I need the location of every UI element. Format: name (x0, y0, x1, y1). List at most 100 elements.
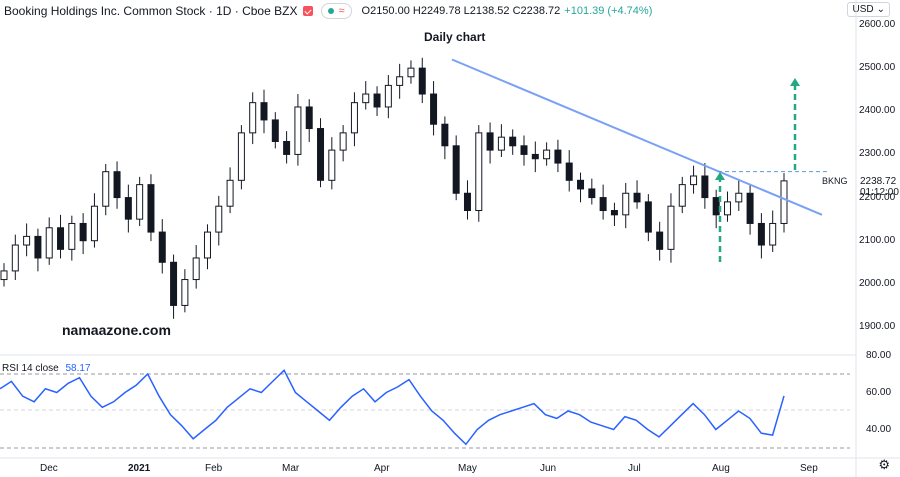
candle-body (34, 235, 42, 259)
gear-icon[interactable]: ⚙ (878, 457, 890, 472)
candle-body (531, 153, 539, 160)
candle-body (486, 132, 494, 151)
candle-body (79, 222, 87, 242)
price-tick: 2100.00 (859, 234, 896, 246)
candle-body (237, 132, 245, 181)
time-tick: Jul (628, 463, 641, 474)
last-price-label: 2238.72 01:12:00 (860, 176, 899, 198)
candle-body (622, 192, 630, 216)
data-delay-icon: ≈ (338, 5, 345, 17)
candle-body (113, 171, 121, 199)
candle-body (192, 257, 200, 281)
time-tick: Feb (205, 463, 223, 474)
price-tick: 1900.00 (859, 321, 896, 332)
arrow-head (790, 78, 800, 86)
rsi-title: RSI 14 close (2, 363, 59, 374)
candle-body (226, 179, 234, 207)
chart-annotation: Daily chart (424, 30, 486, 44)
candle-body (181, 279, 189, 306)
price-tick: 2300.00 (859, 148, 896, 160)
candle-body (543, 149, 551, 160)
candle-body (271, 119, 279, 142)
bar-countdown: 01:12:00 (860, 187, 899, 198)
currency-label: USD (852, 4, 874, 15)
candle-body (407, 67, 415, 78)
candle-body (102, 171, 110, 207)
arrow-head (715, 172, 725, 180)
candle-body (588, 188, 596, 199)
candle-body (509, 136, 517, 147)
candle-body (136, 184, 144, 220)
price-tick: 2400.00 (859, 105, 896, 117)
candle-body (339, 132, 347, 151)
candle-body (430, 93, 438, 125)
rsi-tick: 80.00 (866, 349, 892, 361)
candle-body (667, 205, 675, 250)
candle-body (520, 145, 528, 155)
candle-body (384, 84, 392, 108)
candle-body (599, 197, 607, 212)
time-tick: Jun (540, 463, 557, 474)
candle-body (418, 67, 426, 95)
candle-body (678, 184, 686, 207)
ohlc-values: O2150.00 H2249.78 L2138.52 C2238.72 (361, 5, 561, 17)
status-pill[interactable]: ≈ (321, 3, 352, 19)
candle-body (11, 244, 19, 272)
candle-body (656, 231, 664, 250)
candle-body (769, 222, 777, 246)
candle-body (350, 102, 358, 134)
rsi-tick: 60.00 (866, 386, 892, 398)
symbol-tag: BKNG (822, 176, 848, 186)
candle-body (158, 231, 166, 263)
chart-header: Booking Holdings Inc. Common Stock · 1D … (4, 2, 652, 20)
candle-body (565, 162, 573, 181)
time-tick: Mar (282, 463, 300, 474)
candle-body (90, 205, 98, 242)
candle-body (757, 222, 765, 246)
candle-body (147, 184, 155, 233)
candle-body (124, 197, 132, 220)
time-tick: Aug (712, 463, 730, 474)
symbol-title[interactable]: Booking Holdings Inc. Common Stock · 1D … (4, 4, 298, 18)
candle-body (780, 180, 788, 224)
candle-body (701, 175, 709, 199)
candle-body (203, 231, 211, 259)
rsi-line (0, 369, 785, 446)
rsi-legend[interactable]: RSI 14 close 58.17 (2, 363, 91, 374)
candle-body (294, 106, 302, 155)
candle-body (441, 123, 449, 147)
candle-body (633, 192, 641, 203)
rsi-tick: 40.00 (866, 423, 892, 435)
candle-body (328, 149, 336, 181)
candle-body (249, 102, 257, 134)
candle-body (577, 179, 585, 190)
market-open-icon (328, 8, 335, 14)
candle-body (554, 149, 562, 164)
candle-body (735, 192, 743, 203)
candle-body (373, 93, 381, 108)
candle-body (215, 205, 223, 233)
candle-body (305, 106, 313, 130)
price-tick: 2200.00 (859, 191, 896, 203)
candle-body (463, 192, 471, 212)
candle-body (170, 261, 178, 306)
time-tick: Apr (374, 463, 390, 474)
candle-body (0, 270, 8, 281)
candle-body (690, 175, 698, 186)
candle-body (497, 136, 505, 151)
candle-body (644, 201, 652, 233)
candle-body (452, 145, 460, 194)
trendline (451, 58, 823, 216)
candle-body (68, 222, 76, 250)
candle-body (723, 201, 731, 216)
chevron-down-icon: ⌄ (876, 4, 885, 15)
price-tick: 2500.00 (859, 62, 896, 74)
price-tick: 2600.00 (859, 19, 896, 30)
market-status-icon[interactable] (303, 6, 314, 16)
candle-body (317, 128, 325, 181)
price-change: +101.39 (+4.74%) (564, 5, 653, 17)
time-tick: 2021 (128, 463, 151, 474)
currency-select[interactable]: USD ⌄ (847, 2, 890, 17)
candle-body (746, 192, 754, 224)
